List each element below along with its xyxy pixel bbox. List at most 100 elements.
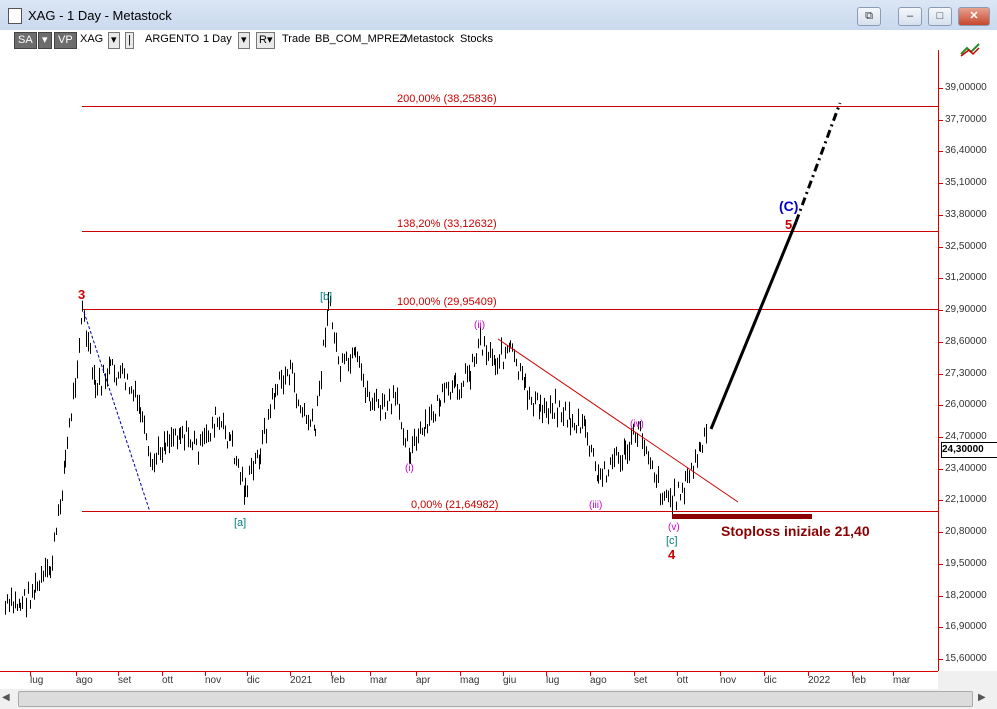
time-tick-label: mar	[893, 675, 911, 686]
time-tick-mark	[460, 672, 461, 676]
price-tick-mark	[939, 563, 943, 565]
time-tick-label: mar	[370, 675, 388, 686]
time-tick-mark	[720, 672, 721, 676]
time-tick-label: feb	[852, 675, 866, 686]
price-bars	[5, 292, 707, 618]
close-button[interactable]: ✕	[958, 7, 990, 26]
price-tick-label: 31,20000	[945, 272, 987, 284]
chart-toolbar: SA ▾ VP XAG ▾ | ARGENTO 1 Day ▾ R▾ Trade…	[0, 30, 997, 50]
chart-canvas[interactable]	[0, 50, 938, 671]
price-tick-label: 37,70000	[945, 113, 987, 125]
minimize-button[interactable]: –	[898, 7, 922, 26]
price-tick-label: 20,80000	[945, 526, 987, 538]
time-tick-label: ago	[76, 675, 93, 686]
wave-b-label: [b]	[320, 291, 333, 303]
security-name: ARGENTO	[145, 33, 200, 45]
time-tick-mark	[118, 672, 119, 676]
wave-iii-label: (iii)	[589, 500, 603, 511]
price-tick-label: 29,90000	[945, 304, 987, 316]
time-tick-label: nov	[205, 675, 222, 686]
time-tick-mark	[808, 672, 809, 676]
periodicity-dropdown-icon[interactable]: ▾	[238, 32, 250, 49]
time-tick-mark	[30, 672, 31, 676]
price-tick-label: 18,20000	[945, 589, 987, 601]
price-tick-mark	[939, 595, 943, 597]
price-chart[interactable]: 200,00% (38,25836) 138,20% (33,12632) 10…	[0, 50, 938, 671]
price-tick-label: 35,10000	[945, 177, 987, 189]
time-tick-mark	[852, 672, 853, 676]
restore-layout-button[interactable]: ⧉	[857, 7, 881, 26]
downtrend-line	[497, 338, 739, 503]
price-tick-label: 28,60000	[945, 335, 987, 347]
chart-tools-icon[interactable]	[959, 42, 981, 58]
time-tick-label: 2021	[290, 675, 313, 686]
time-tick-mark	[764, 672, 765, 676]
fib-label-200: 200,00% (38,25836)	[397, 93, 497, 105]
maximize-button[interactable]: □	[928, 7, 952, 26]
wave-a-line	[83, 311, 151, 513]
time-tick-label: 2022	[808, 675, 831, 686]
symbol-list-icon[interactable]: |	[125, 32, 134, 49]
time-tick-mark	[247, 672, 248, 676]
time-tick-label: ott	[677, 675, 689, 686]
time-tick-label: set	[634, 675, 648, 686]
time-tick-label: lug	[546, 675, 560, 686]
time-tick-mark	[370, 672, 371, 676]
wave-iv-label: (iv)	[630, 419, 644, 430]
symbol-field[interactable]: XAG	[80, 33, 104, 45]
price-tick-mark	[939, 627, 943, 629]
scroll-left-arrow[interactable]: ◀	[2, 692, 10, 703]
price-tick-mark	[939, 183, 943, 185]
price-tick-label: 16,90000	[945, 621, 987, 633]
time-tick-label: ago	[590, 675, 607, 686]
fib-label-0: 0,00% (21,64982)	[411, 499, 499, 511]
price-tick-mark	[939, 659, 943, 660]
price-tick-mark	[939, 88, 943, 89]
price-tick-mark	[939, 151, 943, 153]
stoploss-bar	[672, 514, 812, 519]
trade-label[interactable]: Trade	[282, 33, 311, 45]
scroll-right-arrow[interactable]: ▶	[978, 692, 986, 703]
window-title: XAG - 1 Day - Metastock	[28, 8, 172, 23]
time-tick-mark	[893, 672, 894, 676]
price-tick-mark	[939, 246, 943, 248]
scroll-thumb[interactable]	[18, 691, 973, 707]
sa-button[interactable]: SA	[14, 32, 37, 49]
time-tick-label: dic	[764, 675, 777, 686]
time-tick-mark	[205, 672, 206, 676]
time-tick-label: dic	[247, 675, 260, 686]
projection-line	[709, 221, 798, 430]
price-axis[interactable]: 39,00000 37,70000 36,40000 35,10000 33,80000…	[938, 43, 997, 671]
price-tick-label: 24,70000	[945, 430, 987, 442]
time-tick-mark	[503, 672, 504, 676]
vp-button[interactable]: VP	[54, 32, 77, 49]
time-tick-mark	[290, 672, 291, 676]
time-tick-label: ott	[162, 675, 174, 686]
price-tick-mark	[939, 373, 943, 375]
symbol-dropdown-icon[interactable]: ▾	[108, 32, 120, 49]
r-button[interactable]: R▾	[256, 32, 276, 49]
time-tick-mark	[76, 672, 77, 676]
time-tick-label: apr	[416, 675, 431, 686]
price-tick-mark	[939, 532, 943, 534]
sa-dropdown-icon[interactable]: ▾	[38, 32, 52, 49]
source-label: Metastock	[404, 33, 455, 45]
wave-4-label: 4	[668, 547, 676, 562]
time-tick-label: lug	[30, 675, 44, 686]
app-icon	[8, 8, 22, 24]
price-tick-mark	[939, 214, 943, 216]
wave-5-label: 5	[785, 217, 793, 232]
price-tick-mark	[939, 468, 943, 470]
horizontal-scrollbar[interactable]: ◀ ▶	[0, 689, 997, 709]
time-axis[interactable]: lug ago set ott nov dic 2021 feb mar apr mag giu lug…	[0, 671, 938, 690]
periodicity-field[interactable]: 1 Day	[203, 33, 232, 45]
price-tick-mark	[939, 405, 943, 407]
time-tick-mark	[416, 672, 417, 676]
time-tick-mark	[162, 672, 163, 676]
time-tick-mark	[546, 672, 547, 676]
fib-label-138: 138,20% (33,12632)	[397, 218, 497, 230]
fib-label-100: 100,00% (29,95409)	[397, 296, 497, 308]
time-tick-mark	[331, 672, 332, 676]
price-tick-label: 19,50000	[945, 557, 987, 569]
wave-v-label: (v)	[668, 522, 680, 533]
